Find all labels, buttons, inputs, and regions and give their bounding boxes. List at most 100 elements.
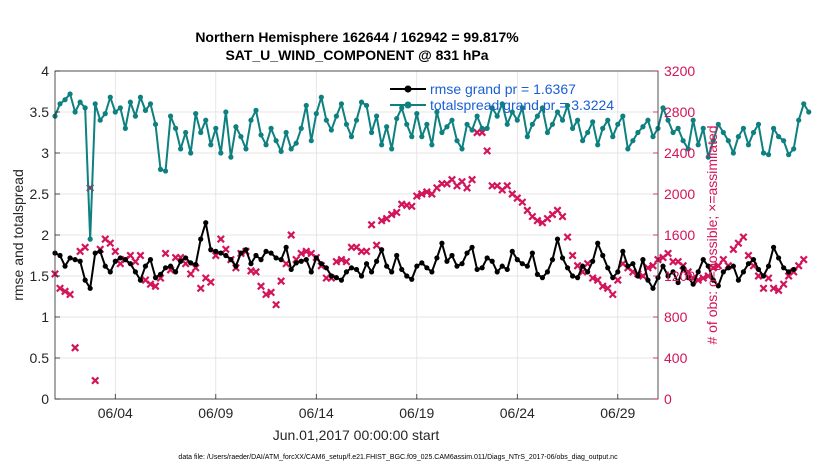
series-point	[730, 263, 736, 269]
series-point	[464, 121, 470, 127]
series-point	[575, 117, 581, 123]
series-point	[178, 146, 184, 152]
obs-marker-stroke	[106, 239, 115, 248]
series-point	[243, 247, 249, 253]
series-point	[735, 277, 742, 283]
series-point	[454, 138, 460, 144]
series-point	[142, 107, 149, 113]
series-point	[288, 146, 294, 152]
obs-marker	[649, 261, 657, 270]
series-point	[559, 117, 566, 123]
series-0	[52, 220, 797, 291]
series-point	[660, 263, 666, 269]
series-point	[137, 277, 144, 283]
obs-marker	[518, 198, 527, 207]
obs-marker	[573, 261, 582, 270]
series-point	[645, 277, 651, 283]
series-point	[338, 277, 345, 283]
obs-marker	[272, 300, 281, 309]
series-point	[745, 261, 752, 267]
chart-subtitle: SAT_U_WIND_COMPONENT @ 831 hPa	[225, 47, 488, 63]
series-point	[203, 117, 209, 123]
x-tick-label: 06/14	[299, 405, 334, 421]
series-point	[424, 121, 430, 127]
series-point	[374, 113, 380, 119]
series-point	[786, 269, 792, 275]
obs-marker-stroke	[427, 190, 436, 198]
series-point	[258, 132, 264, 138]
series-point	[791, 146, 797, 152]
series-point	[720, 269, 726, 275]
obs-marker-stroke	[513, 194, 522, 203]
series-point	[323, 117, 329, 123]
y-axis-right: 0 400 800 1200 1600 2000 2400 2800 3200	[653, 63, 695, 407]
obs-marker-stroke	[282, 259, 291, 268]
obs-marker-stroke	[729, 245, 738, 254]
series-point	[489, 258, 495, 264]
obs-marker-stroke	[734, 239, 743, 248]
obs-marker	[362, 247, 371, 256]
obs-marker-stroke	[71, 343, 80, 352]
series-point	[755, 266, 762, 273]
series-point	[213, 125, 219, 131]
series-point	[409, 134, 415, 140]
x-axis: 06/04 06/09 06/14 06/19 06/24 06/29	[98, 394, 636, 421]
obs-marker-stroke	[468, 175, 477, 184]
series-point	[248, 117, 254, 123]
obs-marker-stroke	[337, 255, 346, 264]
series-point	[167, 113, 174, 119]
series-point	[313, 111, 319, 117]
obs-marker	[794, 261, 803, 270]
series-point	[228, 257, 234, 263]
obs-marker	[463, 183, 472, 192]
series-point	[137, 94, 144, 100]
y2-axis-label: # of obs: o=possible; ×=assimilated	[704, 125, 720, 344]
series-point	[529, 250, 535, 256]
series-point	[725, 265, 731, 271]
y2-tick-label: 0	[664, 391, 672, 407]
series-layer	[51, 91, 812, 385]
obs-marker-stroke	[342, 257, 351, 266]
series-point	[469, 244, 475, 250]
series-point	[147, 101, 154, 107]
series-point	[218, 150, 224, 156]
obs-marker-stroke	[101, 235, 110, 244]
obs-marker	[764, 274, 773, 283]
series-point	[87, 285, 93, 291]
series-point	[675, 279, 681, 286]
series-point	[755, 121, 762, 127]
obs-marker-stroke	[407, 202, 416, 211]
obs-marker	[613, 276, 622, 285]
series-point	[308, 138, 314, 144]
series-point	[328, 273, 334, 279]
obs-marker-stroke	[91, 376, 100, 385]
series-point	[308, 269, 314, 275]
obs-marker-stroke	[131, 257, 140, 266]
series-point	[368, 129, 375, 136]
series-1	[52, 91, 812, 242]
obs-marker-stroke	[412, 192, 421, 201]
series-point	[660, 105, 666, 111]
y-axis-label: rmse and totalspread	[10, 169, 26, 301]
series-point	[193, 111, 199, 117]
obs-marker-stroke	[664, 249, 673, 258]
series-point	[238, 134, 244, 140]
obs-marker-stroke	[201, 274, 210, 283]
y-tick-label: 2.5	[30, 186, 50, 202]
obs-marker-stroke	[714, 261, 723, 270]
series-point	[685, 146, 691, 152]
series-point	[122, 257, 128, 263]
series-point	[765, 152, 772, 158]
y-tick-label: 0	[41, 391, 49, 407]
series-point	[152, 275, 159, 281]
y2-tick-label: 800	[664, 309, 688, 325]
chart-title: Northern Hemisphere 162644 / 162942 = 99…	[195, 29, 519, 45]
series-point	[228, 154, 234, 160]
data-file-footnote: data file: /Users/raeder/DAI/ATM_forcXX/…	[178, 454, 618, 461]
series-point	[117, 105, 123, 111]
series-point	[127, 261, 133, 267]
series-point	[625, 263, 631, 269]
series-point	[770, 125, 777, 131]
series-point	[735, 134, 742, 140]
legend: rmse grand pr = 1.6367 totalspread grand…	[390, 81, 614, 113]
